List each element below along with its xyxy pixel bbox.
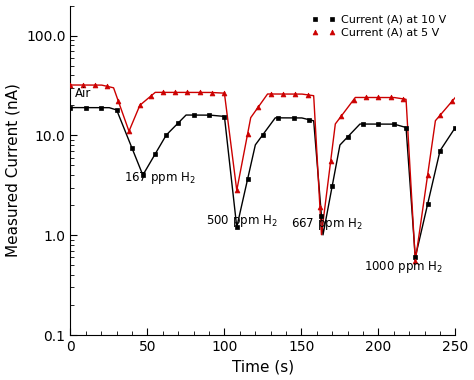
Current (A) at 5 V (68, 83, 73, 87)
Current (A) at 5 V (209, 90, 215, 95)
Current (A) at 10 V (221, 114, 227, 119)
Current (A) at 5 V (197, 90, 202, 95)
Current (A) at 10 V (319, 214, 324, 218)
Current (A) at 10 V (129, 146, 135, 150)
Current (A) at 5 V (400, 97, 406, 101)
Current (A) at 5 V (160, 90, 166, 95)
Current (A) at 10 V (391, 122, 397, 126)
Current (A) at 5 V (268, 92, 273, 96)
Current (A) at 5 V (437, 113, 443, 118)
Current (A) at 10 V (291, 116, 297, 120)
Legend: Current (A) at 10 V, Current (A) at 5 V: Current (A) at 10 V, Current (A) at 5 V (308, 11, 450, 41)
Current (A) at 5 V (425, 173, 430, 177)
Current (A) at 5 V (115, 98, 121, 103)
Current (A) at 10 V (163, 133, 169, 138)
Current (A) at 5 V (449, 99, 455, 103)
Current (A) at 10 V (437, 149, 443, 153)
Line: Current (A) at 10 V: Current (A) at 10 V (68, 105, 458, 260)
Current (A) at 10 V (206, 113, 212, 117)
Current (A) at 10 V (260, 132, 266, 137)
Text: 500 ppm H$_2$: 500 ppm H$_2$ (206, 213, 278, 229)
Text: 1000 ppm H$_2$: 1000 ppm H$_2$ (365, 259, 444, 275)
Current (A) at 5 V (363, 95, 369, 100)
Current (A) at 5 V (280, 92, 286, 96)
Current (A) at 5 V (338, 114, 344, 118)
Y-axis label: Measured Current (nA): Measured Current (nA) (6, 83, 20, 257)
Current (A) at 5 V (221, 91, 227, 96)
Current (A) at 5 V (292, 92, 298, 96)
Current (A) at 10 V (275, 116, 281, 120)
Current (A) at 5 V (126, 129, 132, 133)
Current (A) at 5 V (317, 205, 323, 210)
Current (A) at 10 V (83, 105, 89, 110)
Current (A) at 5 V (92, 83, 98, 87)
Current (A) at 10 V (68, 105, 73, 110)
Current (A) at 5 V (105, 84, 110, 89)
Current (A) at 5 V (184, 90, 190, 95)
X-axis label: Time (s): Time (s) (232, 359, 294, 374)
Text: 667 ppm H$_2$: 667 ppm H$_2$ (291, 216, 362, 232)
Current (A) at 10 V (425, 202, 430, 206)
Current (A) at 5 V (255, 105, 261, 109)
Current (A) at 5 V (412, 259, 418, 263)
Current (A) at 5 V (137, 103, 143, 108)
Current (A) at 5 V (375, 95, 381, 100)
Current (A) at 10 V (245, 177, 250, 182)
Current (A) at 10 V (345, 135, 350, 139)
Current (A) at 10 V (99, 105, 104, 110)
Current (A) at 10 V (140, 173, 146, 177)
Current (A) at 10 V (329, 184, 335, 188)
Current (A) at 10 V (114, 108, 119, 112)
Current (A) at 5 V (328, 159, 334, 163)
Current (A) at 5 V (234, 188, 239, 193)
Current (A) at 10 V (412, 255, 418, 260)
Current (A) at 10 V (191, 113, 196, 117)
Current (A) at 10 V (152, 152, 158, 156)
Current (A) at 10 V (234, 225, 239, 229)
Current (A) at 5 V (351, 97, 356, 102)
Current (A) at 5 V (148, 94, 154, 98)
Current (A) at 10 V (375, 122, 381, 126)
Current (A) at 10 V (453, 125, 458, 130)
Current (A) at 5 V (245, 132, 250, 136)
Current (A) at 5 V (173, 90, 178, 95)
Line: Current (A) at 5 V: Current (A) at 5 V (68, 82, 455, 263)
Current (A) at 10 V (360, 122, 366, 126)
Current (A) at 5 V (305, 93, 310, 97)
Current (A) at 10 V (306, 117, 312, 122)
Text: Air: Air (75, 87, 91, 100)
Text: 167 ppm H$_2$: 167 ppm H$_2$ (124, 170, 196, 186)
Current (A) at 5 V (80, 83, 86, 87)
Current (A) at 10 V (175, 120, 181, 125)
Current (A) at 5 V (388, 95, 393, 100)
Current (A) at 10 V (403, 125, 409, 130)
